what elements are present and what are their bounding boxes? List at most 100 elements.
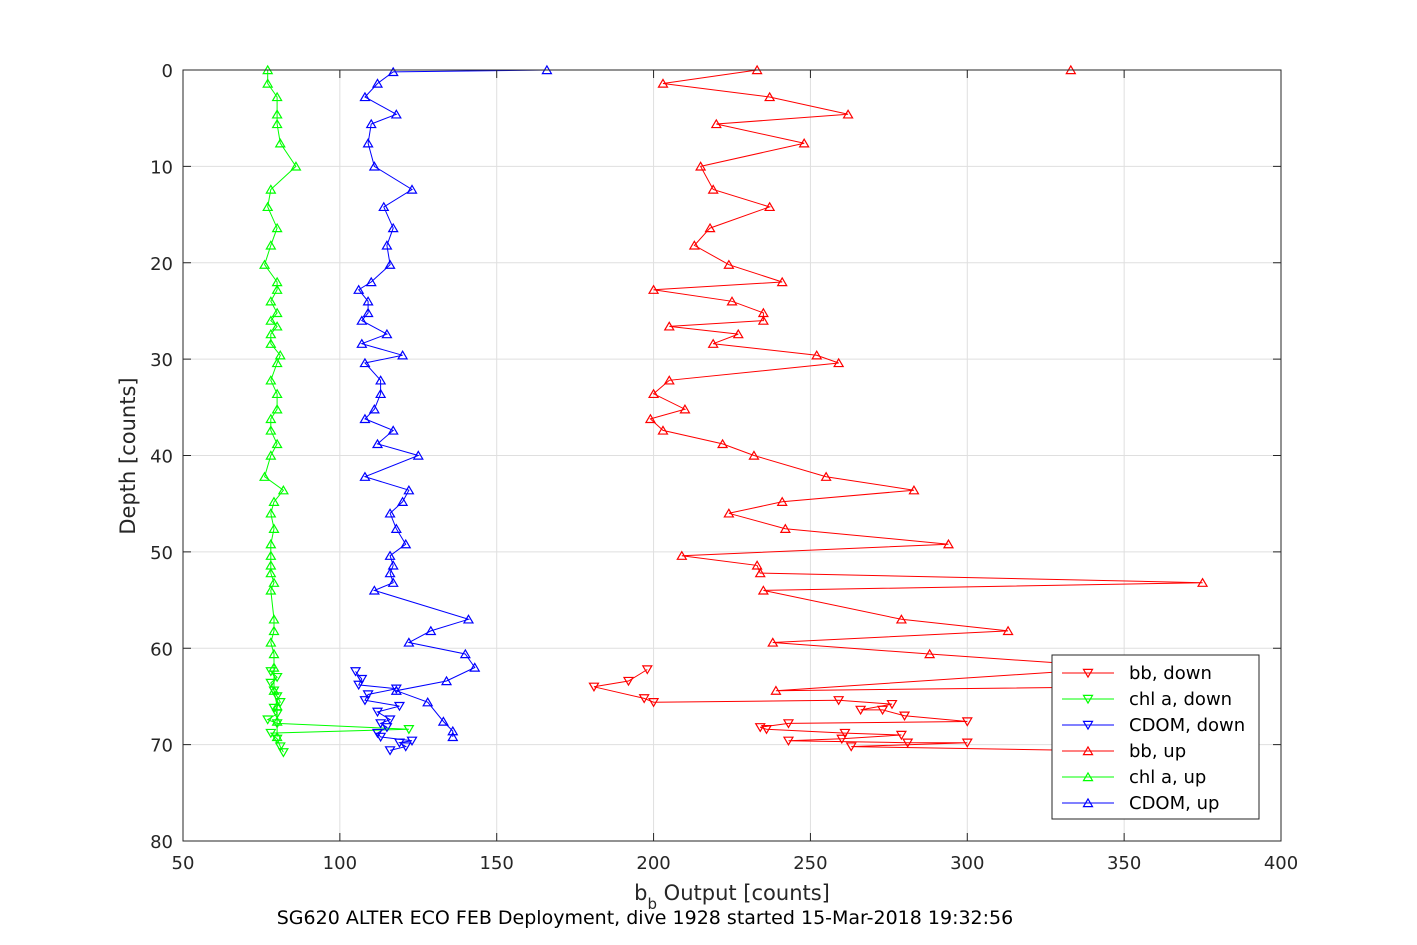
data-point [359,91,371,102]
series-line [593,669,1078,751]
series-cdom-down [349,667,418,756]
data-point [268,625,280,636]
data-point [833,696,845,706]
data-point [368,585,380,595]
legend-label: bb, down [1129,663,1212,684]
data-point [381,240,393,250]
data-point [908,484,920,495]
data-point [365,118,377,129]
data-point [262,78,274,88]
data-point [265,296,277,306]
data-point [895,614,907,624]
legend-marker [1082,797,1094,808]
data-point [362,690,374,700]
data-point [375,732,387,743]
y-tick-label: 80 [150,832,173,853]
data-point [811,350,823,360]
data-point [271,357,283,368]
data-point [265,413,277,424]
data-point [902,738,914,748]
y-tick-label: 70 [150,736,173,757]
data-point [403,637,415,647]
data-point [462,614,475,624]
data-point [622,676,635,687]
data-point [1002,625,1014,636]
data-point [942,538,955,549]
data-point [842,109,854,119]
data-point [268,496,280,506]
data-point [353,680,365,691]
data-point [274,138,286,148]
data-point [798,138,810,148]
data-point [387,560,399,570]
series-line [357,69,547,737]
data-point [265,585,277,595]
data-point [356,674,368,685]
data-point [393,701,406,712]
data-point [657,78,669,88]
x-tick-label: 250 [793,853,827,874]
x-axis-label: bb Output [counts] [634,881,830,913]
legend-marker [1082,745,1094,756]
data-point [648,698,660,708]
data-point [265,240,277,250]
data-point [271,672,283,683]
data-point [877,705,889,716]
data-point [751,560,763,570]
legend-label: chl a, down [1129,689,1232,710]
data-point [776,496,788,506]
data-point [406,184,418,194]
data-point [265,338,277,348]
data-point [262,201,274,212]
data-point [265,567,277,578]
data-point [268,577,280,587]
data-point [898,711,911,721]
data-point [362,138,374,148]
axis-ticks: 50 100 150 200 250 300 350 400 0 10 20 30 40 50 60 70 80 [150,61,1298,874]
data-point [845,742,857,752]
legend-label: bb, up [1129,741,1186,762]
data-point [390,523,402,533]
data-point [262,715,274,725]
data-point [648,284,660,294]
data-point [412,450,424,460]
data-point [271,731,283,742]
data-point [271,109,283,119]
data-point [274,742,286,752]
data-point [820,471,832,481]
data-point [726,296,738,306]
data-point [271,716,283,726]
data-point [274,350,286,360]
data-point [265,425,277,435]
data-point [387,577,399,587]
data-point [387,66,399,77]
data-point [425,625,437,636]
data-point [710,118,722,129]
data-point [836,734,848,745]
y-tick-label: 60 [150,639,173,660]
legend-box [1051,654,1260,820]
data-point [406,736,418,747]
data-point [1197,577,1209,587]
data-point [384,508,396,518]
x-tick-label: 100 [323,853,357,874]
data-point [732,328,744,339]
data-point [268,685,280,695]
series-line [264,70,297,737]
data-point [268,523,280,533]
data-point [265,450,277,460]
x-tick-label: 150 [480,853,514,874]
data-point [440,675,453,686]
data-point [271,284,283,294]
data-point [353,284,365,294]
data-point [271,404,283,414]
legend-label: chl a, up [1129,767,1206,788]
data-point [271,91,283,102]
data-point [676,550,688,560]
data-point [779,523,791,533]
data-point [265,728,277,739]
data-point [356,338,368,348]
data-point [400,538,412,549]
data-point [371,438,384,449]
